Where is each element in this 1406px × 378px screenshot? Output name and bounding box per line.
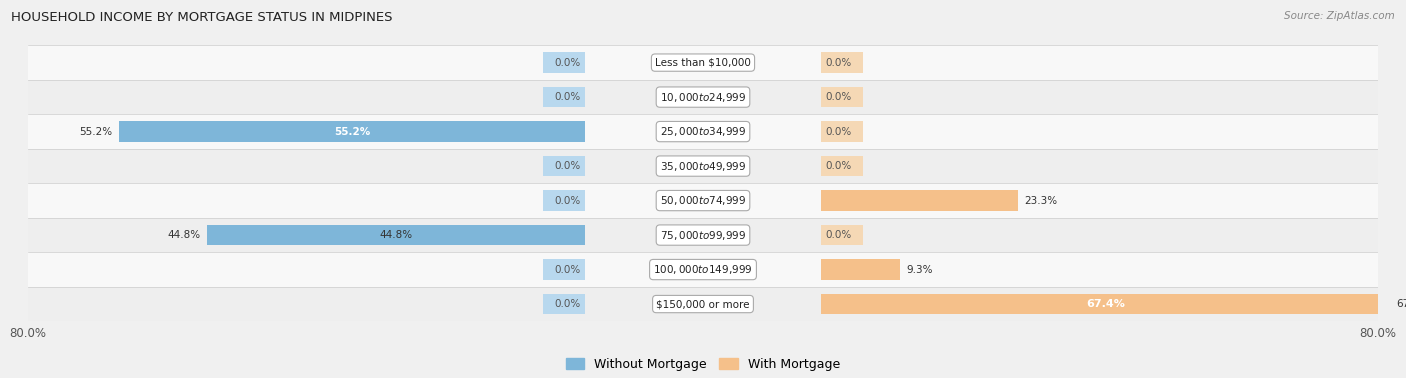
Bar [821,121,863,142]
Bar [543,87,585,107]
Text: 0.0%: 0.0% [554,161,581,171]
Text: 0.0%: 0.0% [554,57,581,68]
Text: $50,000 to $74,999: $50,000 to $74,999 [659,194,747,207]
Bar [543,259,585,280]
Text: 0.0%: 0.0% [825,57,852,68]
Text: HOUSEHOLD INCOME BY MORTGAGE STATUS IN MIDPINES: HOUSEHOLD INCOME BY MORTGAGE STATUS IN M… [11,11,392,24]
Text: $10,000 to $24,999: $10,000 to $24,999 [659,91,747,104]
Text: 0.0%: 0.0% [825,92,852,102]
Bar [821,156,863,177]
Bar [821,225,863,245]
Text: 0.0%: 0.0% [554,92,581,102]
Bar [543,52,585,73]
Bar [543,156,585,177]
Text: 55.2%: 55.2% [335,127,370,136]
Text: $100,000 to $149,999: $100,000 to $149,999 [654,263,752,276]
Bar [543,190,585,211]
Text: 0.0%: 0.0% [825,230,852,240]
Text: Less than $10,000: Less than $10,000 [655,57,751,68]
Bar [821,190,1018,211]
Text: 9.3%: 9.3% [907,265,932,274]
Text: 0.0%: 0.0% [825,127,852,136]
Text: 55.2%: 55.2% [79,127,112,136]
Bar [120,121,585,142]
Text: 0.0%: 0.0% [825,161,852,171]
Bar [821,259,900,280]
Text: $35,000 to $49,999: $35,000 to $49,999 [659,160,747,173]
Text: 44.8%: 44.8% [380,230,412,240]
Bar [821,294,1389,314]
Text: $75,000 to $99,999: $75,000 to $99,999 [659,229,747,242]
Bar [543,294,585,314]
Text: 23.3%: 23.3% [1025,195,1057,206]
Text: $150,000 or more: $150,000 or more [657,299,749,309]
Text: 0.0%: 0.0% [554,299,581,309]
Text: 0.0%: 0.0% [554,195,581,206]
Legend: Without Mortgage, With Mortgage: Without Mortgage, With Mortgage [561,353,845,376]
Bar [207,225,585,245]
Text: 67.4%: 67.4% [1085,299,1125,309]
Bar [821,52,863,73]
Text: 67.4%: 67.4% [1396,299,1406,309]
Text: 44.8%: 44.8% [167,230,200,240]
Bar [821,87,863,107]
Text: Source: ZipAtlas.com: Source: ZipAtlas.com [1284,11,1395,21]
Text: 0.0%: 0.0% [554,265,581,274]
Text: $25,000 to $34,999: $25,000 to $34,999 [659,125,747,138]
